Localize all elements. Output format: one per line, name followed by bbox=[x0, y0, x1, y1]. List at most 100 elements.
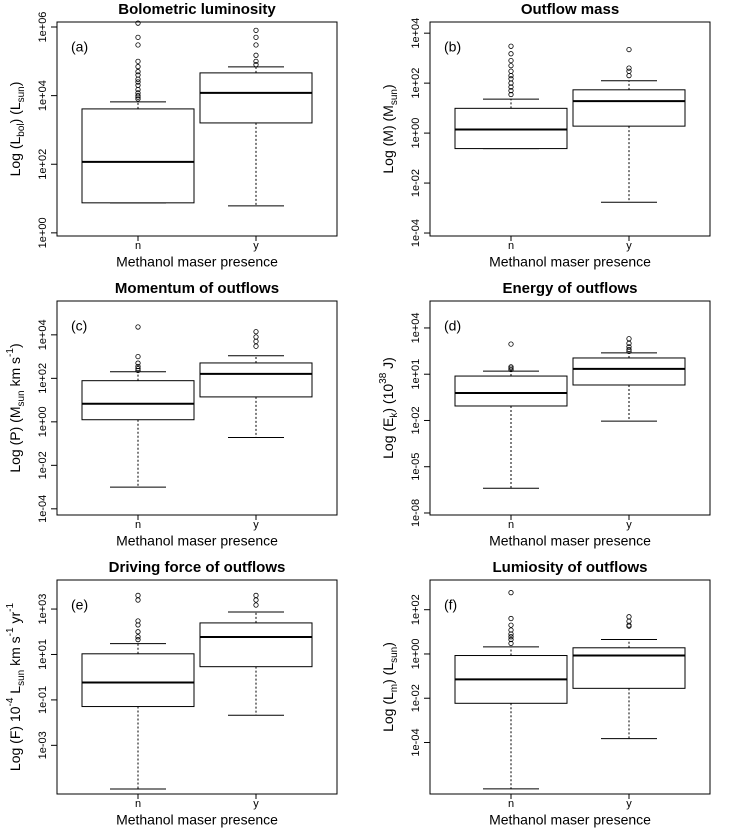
outlier bbox=[135, 72, 141, 78]
y-label-part: sun bbox=[16, 390, 27, 406]
y-tick-label: 1e+02 bbox=[410, 594, 422, 625]
outlier bbox=[508, 63, 514, 69]
y-tick-label: 1e+04 bbox=[37, 80, 49, 111]
outlier bbox=[508, 51, 514, 57]
outlier bbox=[508, 615, 514, 622]
outlier bbox=[135, 366, 141, 372]
panel-label: (f) bbox=[444, 597, 457, 613]
outlier bbox=[253, 334, 259, 340]
x-tick-label: y bbox=[253, 519, 259, 531]
outlier bbox=[508, 80, 514, 86]
outlier bbox=[253, 597, 259, 603]
x-tick-label: y bbox=[626, 240, 632, 252]
box bbox=[81, 653, 195, 708]
outlier bbox=[135, 86, 141, 93]
outlier bbox=[508, 84, 514, 90]
outlier bbox=[135, 360, 141, 366]
x-tick-label: n bbox=[135, 240, 141, 252]
y-axis-label: Log (F) 10-4 Lsun km s-1 yr-1 bbox=[5, 603, 27, 772]
outlier bbox=[508, 68, 514, 74]
y-label-part: ) bbox=[7, 82, 23, 87]
outlier bbox=[135, 82, 141, 88]
y-tick-label: 1e-04 bbox=[37, 495, 49, 523]
panel: Momentum of outflows (c) 1e-04 1e-02 1e+00 1e… bbox=[5, 280, 338, 549]
panel-label: (d) bbox=[444, 318, 461, 334]
outlier bbox=[508, 365, 514, 371]
y-axis-label: Log (Lm) (Lsun) bbox=[380, 642, 400, 732]
box bbox=[81, 380, 195, 421]
outlier bbox=[135, 34, 141, 40]
box bbox=[454, 375, 568, 407]
chart-title: Driving force of outflows bbox=[109, 559, 286, 576]
outlier bbox=[626, 73, 632, 79]
panel: Energy of outflows (d) 1e-08 1e-05 1e-02 1e+0… bbox=[378, 280, 711, 549]
outlier bbox=[508, 91, 514, 98]
y-tick-label: 1e-04 bbox=[410, 219, 422, 247]
y-tick-label: 1e-02 bbox=[37, 451, 49, 479]
y-label-part: -1 bbox=[5, 603, 16, 612]
plot-frame bbox=[429, 21, 711, 237]
y-label-part: ) (L bbox=[7, 102, 23, 123]
outlier bbox=[626, 340, 632, 346]
outlier bbox=[135, 96, 141, 102]
box bbox=[572, 89, 686, 127]
x-axis-label: Methanol maser presence bbox=[116, 254, 278, 270]
y-label-part: km s bbox=[7, 636, 23, 669]
box bbox=[572, 357, 686, 386]
outlier bbox=[253, 34, 259, 40]
y-tick-label: 1e+04 bbox=[410, 313, 422, 344]
panel: Lumiosity of outflows (f) 1e-04 1e-02 1e+00 1… bbox=[380, 559, 711, 828]
outlier bbox=[135, 367, 141, 374]
y-label-part: yr bbox=[7, 612, 23, 628]
outlier bbox=[135, 618, 141, 624]
y-tick-label: 1e+01 bbox=[37, 639, 49, 670]
outlier bbox=[508, 627, 514, 633]
y-label-part: ) bbox=[380, 84, 396, 89]
outlier bbox=[253, 52, 259, 58]
y-tick-label: 1e+00 bbox=[37, 406, 49, 437]
outlier bbox=[508, 640, 514, 647]
outlier bbox=[508, 622, 514, 628]
y-label-part: ) (10 bbox=[380, 384, 396, 413]
outlier bbox=[135, 353, 141, 360]
outlier bbox=[626, 46, 632, 53]
y-tick-label: 1e+02 bbox=[37, 363, 49, 394]
y-axis-label: Log (Lbol) (Lsun) bbox=[7, 82, 27, 177]
y-label-part: sun bbox=[16, 86, 27, 102]
y-label-part: Log (E bbox=[380, 418, 396, 459]
chart-title: Lumiosity of outflows bbox=[493, 559, 648, 576]
x-tick-label: n bbox=[508, 240, 514, 252]
plot-frame bbox=[56, 300, 338, 516]
box bbox=[572, 647, 686, 689]
y-axis-label: Log (M) (Msun) bbox=[380, 84, 400, 173]
x-tick-label: n bbox=[508, 519, 514, 531]
outlier bbox=[135, 64, 141, 70]
y-label-part: Log (L bbox=[380, 692, 396, 732]
y-label-part: k bbox=[389, 412, 400, 418]
y-tick-label: 1e+04 bbox=[410, 18, 422, 49]
outlier bbox=[626, 614, 632, 620]
x-tick-label: y bbox=[626, 519, 632, 531]
outlier bbox=[508, 341, 514, 347]
x-tick-label: y bbox=[253, 240, 259, 252]
outlier bbox=[253, 27, 259, 33]
outlier bbox=[626, 65, 632, 71]
y-label-part: bol bbox=[16, 123, 27, 136]
chart-title: Energy of outflows bbox=[503, 280, 638, 297]
y-label-part: ) bbox=[7, 343, 23, 348]
y-tick-label: 1e+03 bbox=[37, 594, 49, 625]
box bbox=[81, 108, 195, 204]
y-tick-label: 1e+02 bbox=[37, 149, 49, 180]
y-label-part: sun bbox=[389, 647, 400, 663]
y-label-part: sun bbox=[389, 89, 400, 105]
panel-label: (a) bbox=[71, 39, 88, 55]
y-label-part: sun bbox=[16, 670, 27, 686]
outlier bbox=[253, 62, 259, 68]
panel-label: (b) bbox=[444, 39, 461, 55]
outlier bbox=[253, 338, 259, 344]
outlier bbox=[508, 636, 514, 643]
outlier bbox=[135, 363, 141, 370]
panel: Bolometric luminosity (a) 1e+00 1e+02 1e+04 1… bbox=[7, 1, 338, 270]
